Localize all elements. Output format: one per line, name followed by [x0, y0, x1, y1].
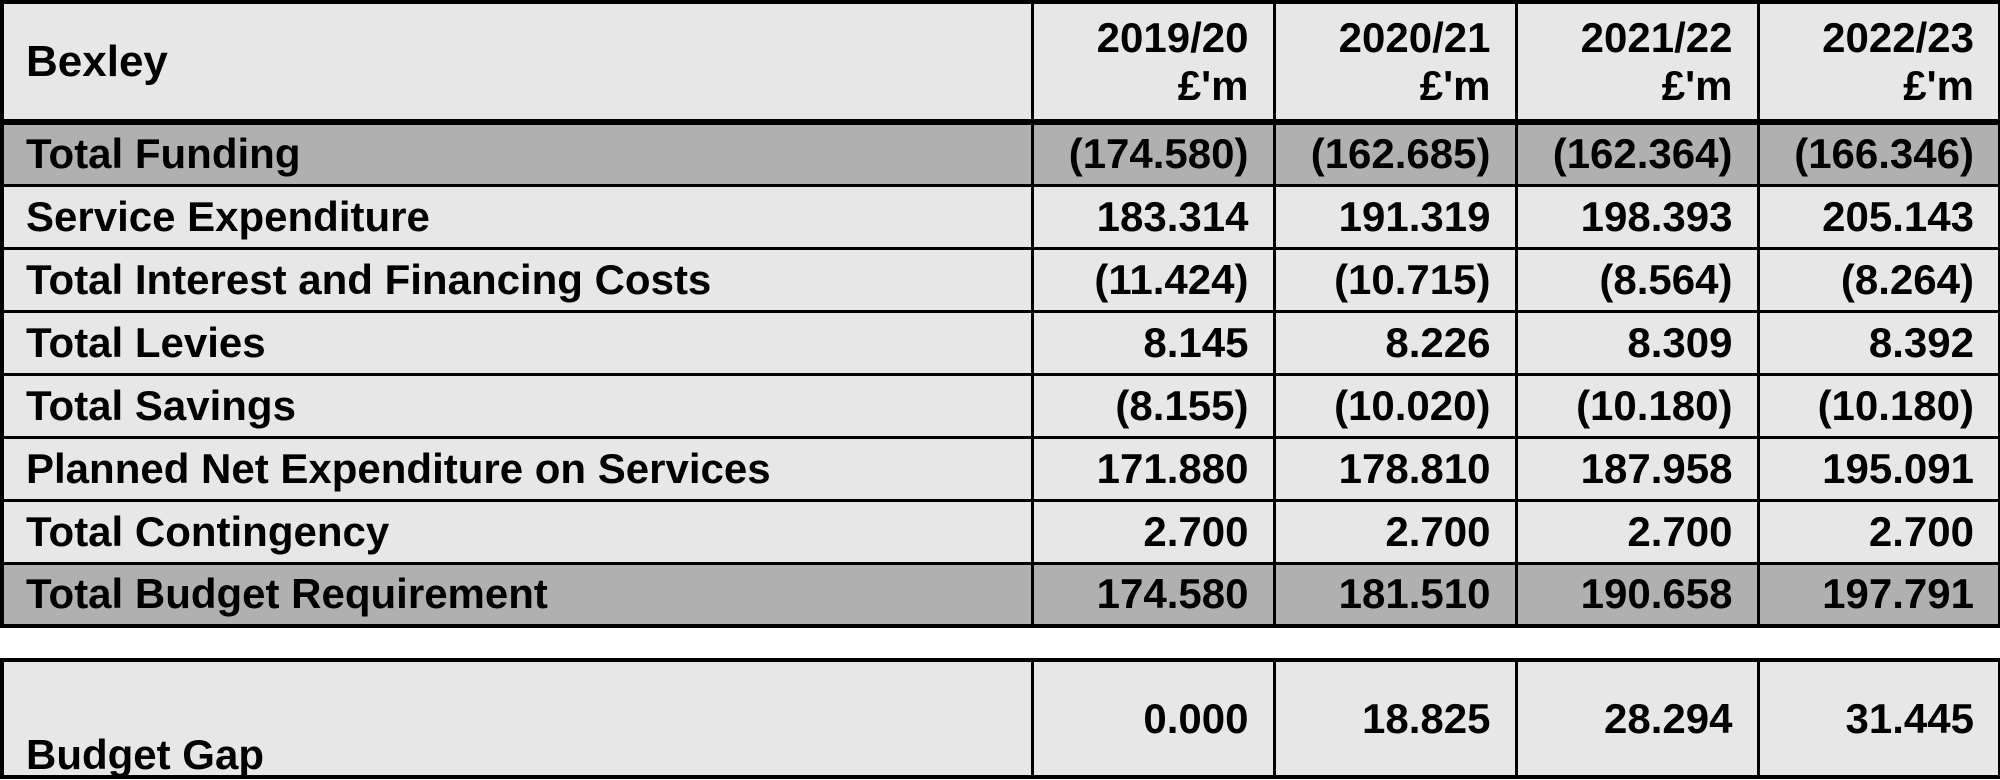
cell-value: (162.685) [1272, 120, 1518, 187]
column-header-2021-22: 2021/22 £'m [1514, 0, 1760, 125]
row-label: Total Budget Requirement [0, 561, 1034, 628]
row-label: Total Funding [0, 120, 1034, 187]
cell-value: (10.715) [1272, 246, 1518, 313]
cell-value: 2.700 [1272, 498, 1518, 565]
year-label: 2021/22 [1580, 14, 1733, 62]
budget-gap-row: Budget Gap 0.000 18.825 28.294 31.445 [0, 658, 2000, 779]
cell-value: 198.393 [1514, 183, 1760, 250]
column-header-2020-21: 2020/21 £'m [1272, 0, 1518, 125]
year-label: 2019/20 [1096, 14, 1249, 62]
table-row-service-expenditure: Service Expenditure 183.314 191.319 198.… [0, 183, 2000, 250]
cell-value: 2.700 [1756, 498, 2000, 565]
year-unit-stack: 2021/22 £'m [1518, 14, 1733, 108]
table-row-total-funding: Total Funding (174.580) (162.685) (162.3… [0, 120, 2000, 187]
cell-value: 183.314 [1030, 183, 1276, 250]
cell-value: 8.392 [1756, 309, 2000, 376]
cell-value: (8.155) [1030, 372, 1276, 439]
unit-label: £'m [1419, 61, 1491, 109]
cell-value: 2.700 [1030, 498, 1276, 565]
cell-value: 174.580 [1030, 561, 1276, 628]
row-label: Total Savings [0, 372, 1034, 439]
cell-value: 191.319 [1272, 183, 1518, 250]
cell-value: 31.445 [1756, 658, 2000, 779]
cell-value: (11.424) [1030, 246, 1276, 313]
cell-value: (10.180) [1514, 372, 1760, 439]
year-label: 2020/21 [1338, 14, 1491, 62]
header-row: Bexley 2019/20 £'m 2020/21 £'m 2021/22 [0, 0, 2000, 125]
cell-value: 8.226 [1272, 309, 1518, 376]
cell-value: 2.700 [1514, 498, 1760, 565]
cell-value: 8.145 [1030, 309, 1276, 376]
table-row-interest-financing: Total Interest and Financing Costs (11.4… [0, 246, 2000, 313]
cell-value: (174.580) [1030, 120, 1276, 187]
year-unit-stack: 2020/21 £'m [1276, 14, 1491, 108]
cell-value: 197.791 [1756, 561, 2000, 628]
column-header-2022-23: 2022/23 £'m [1756, 0, 2000, 125]
cell-value: (166.346) [1756, 120, 2000, 187]
cell-value: 181.510 [1272, 561, 1518, 628]
table-row-total-savings: Total Savings (8.155) (10.020) (10.180) … [0, 372, 2000, 439]
cell-value: 205.143 [1756, 183, 2000, 250]
year-label: 2022/23 [1822, 14, 1974, 62]
cell-value: (162.364) [1514, 120, 1760, 187]
cell-value: 18.825 [1272, 658, 1518, 779]
table-row-total-levies: Total Levies 8.145 8.226 8.309 8.392 [0, 309, 2000, 376]
unit-label: £'m [1661, 61, 1733, 109]
year-unit-stack: 2019/20 £'m [1034, 14, 1249, 108]
cell-value: 171.880 [1030, 435, 1276, 502]
cell-value: 8.309 [1514, 309, 1760, 376]
cell-value: (10.180) [1756, 372, 2000, 439]
budget-gap-table: Budget Gap 0.000 18.825 28.294 31.445 [0, 658, 2000, 779]
budget-table: Bexley 2019/20 £'m 2020/21 £'m 2021/22 [0, 0, 2000, 628]
year-unit-stack: 2022/23 £'m [1760, 14, 1974, 109]
cell-value: 195.091 [1756, 435, 2000, 502]
column-header-2019-20: 2019/20 £'m [1030, 0, 1276, 125]
cell-value: (8.564) [1514, 246, 1760, 313]
row-label: Total Interest and Financing Costs [0, 246, 1034, 313]
cell-value: (10.020) [1272, 372, 1518, 439]
cell-value: 190.658 [1514, 561, 1760, 628]
table-title: Bexley [0, 0, 1034, 125]
table-row-planned-net-expenditure: Planned Net Expenditure on Services 171.… [0, 435, 2000, 502]
cell-value: 178.810 [1272, 435, 1518, 502]
table-separator [0, 628, 2000, 658]
table-row-total-contingency: Total Contingency 2.700 2.700 2.700 2.70… [0, 498, 2000, 565]
row-label: Budget Gap [0, 658, 1034, 779]
row-label: Total Levies [0, 309, 1034, 376]
cell-value: 187.958 [1514, 435, 1760, 502]
cell-value: 28.294 [1514, 658, 1760, 779]
row-label: Service Expenditure [0, 183, 1034, 250]
cell-value: 0.000 [1030, 658, 1276, 779]
row-label: Total Contingency [0, 498, 1034, 565]
unit-label: £'m [1177, 61, 1249, 109]
table-row-total-budget-requirement: Total Budget Requirement 174.580 181.510… [0, 561, 2000, 628]
row-label: Planned Net Expenditure on Services [0, 435, 1034, 502]
cell-value: (8.264) [1756, 246, 2000, 313]
unit-label: £'m [1903, 61, 1974, 109]
